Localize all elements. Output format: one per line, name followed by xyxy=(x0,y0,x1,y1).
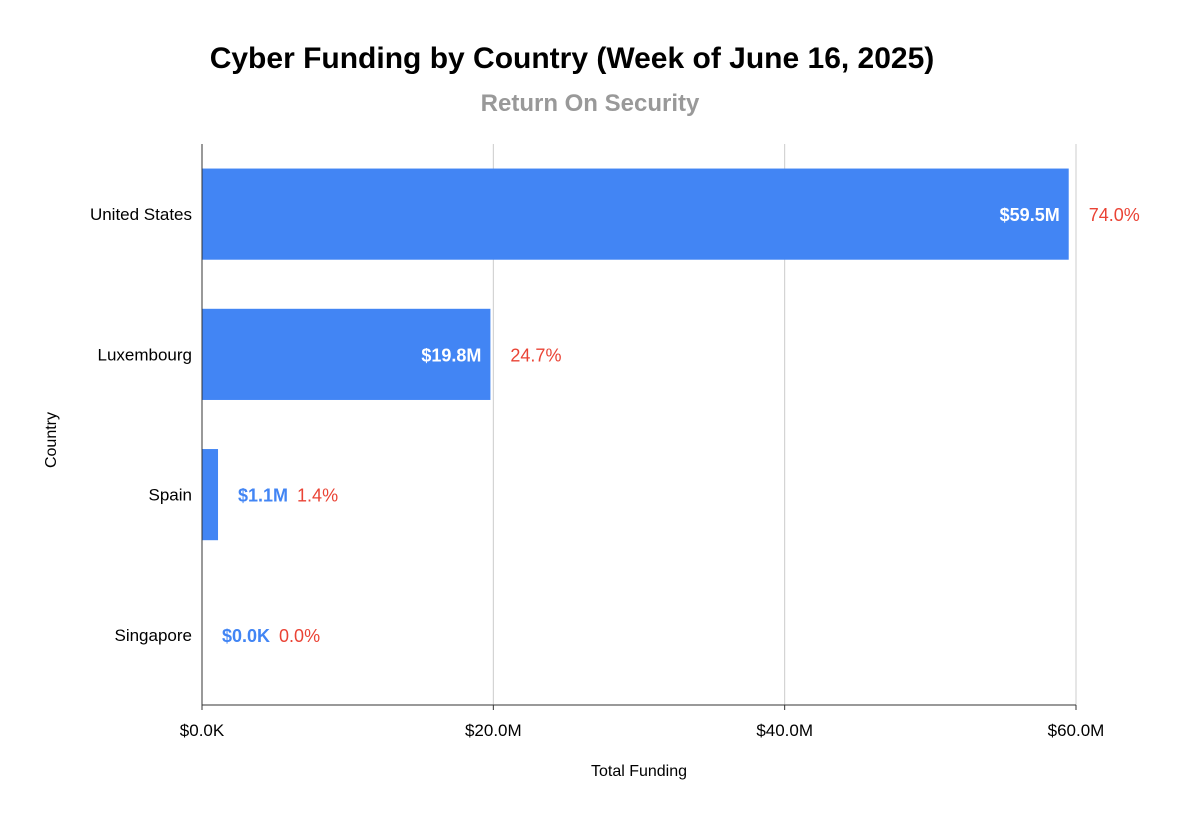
x-axis-title: Total Funding xyxy=(591,763,687,780)
percent-label: 1.4% xyxy=(297,486,338,506)
value-label: $1.1M xyxy=(238,486,288,506)
value-label: $0.0K xyxy=(222,626,270,646)
x-tick-label: $60.0M xyxy=(1048,721,1105,740)
bars xyxy=(202,168,1069,541)
chart-title: Cyber Funding by Country (Week of June 1… xyxy=(210,42,935,75)
bar xyxy=(202,308,491,400)
percent-label: 24.7% xyxy=(510,345,561,365)
bar xyxy=(202,449,219,541)
axes: $0.0K $20.0M $40.0M $60.0M xyxy=(180,144,1105,740)
x-tick-label: $40.0M xyxy=(756,721,813,740)
percent-label: 74.0% xyxy=(1089,205,1140,225)
x-tick-label: $20.0M xyxy=(465,721,522,740)
y-tick-label: Spain xyxy=(149,486,192,505)
x-tick-label: $0.0K xyxy=(180,721,225,740)
percent-label: 0.0% xyxy=(279,626,320,646)
bar xyxy=(202,168,1069,260)
y-tick-label: Luxembourg xyxy=(97,345,192,364)
value-label: $59.5M xyxy=(1000,205,1060,225)
value-label: $19.8M xyxy=(421,345,481,365)
y-tick-label: United States xyxy=(90,205,192,224)
chart-subtitle: Return On Security xyxy=(481,90,700,117)
y-axis-title: Country xyxy=(43,412,60,468)
y-tick-label: Singapore xyxy=(114,626,192,645)
data-labels: United States $59.5M 74.0% Luxembourg $19.8M… xyxy=(90,205,1140,646)
